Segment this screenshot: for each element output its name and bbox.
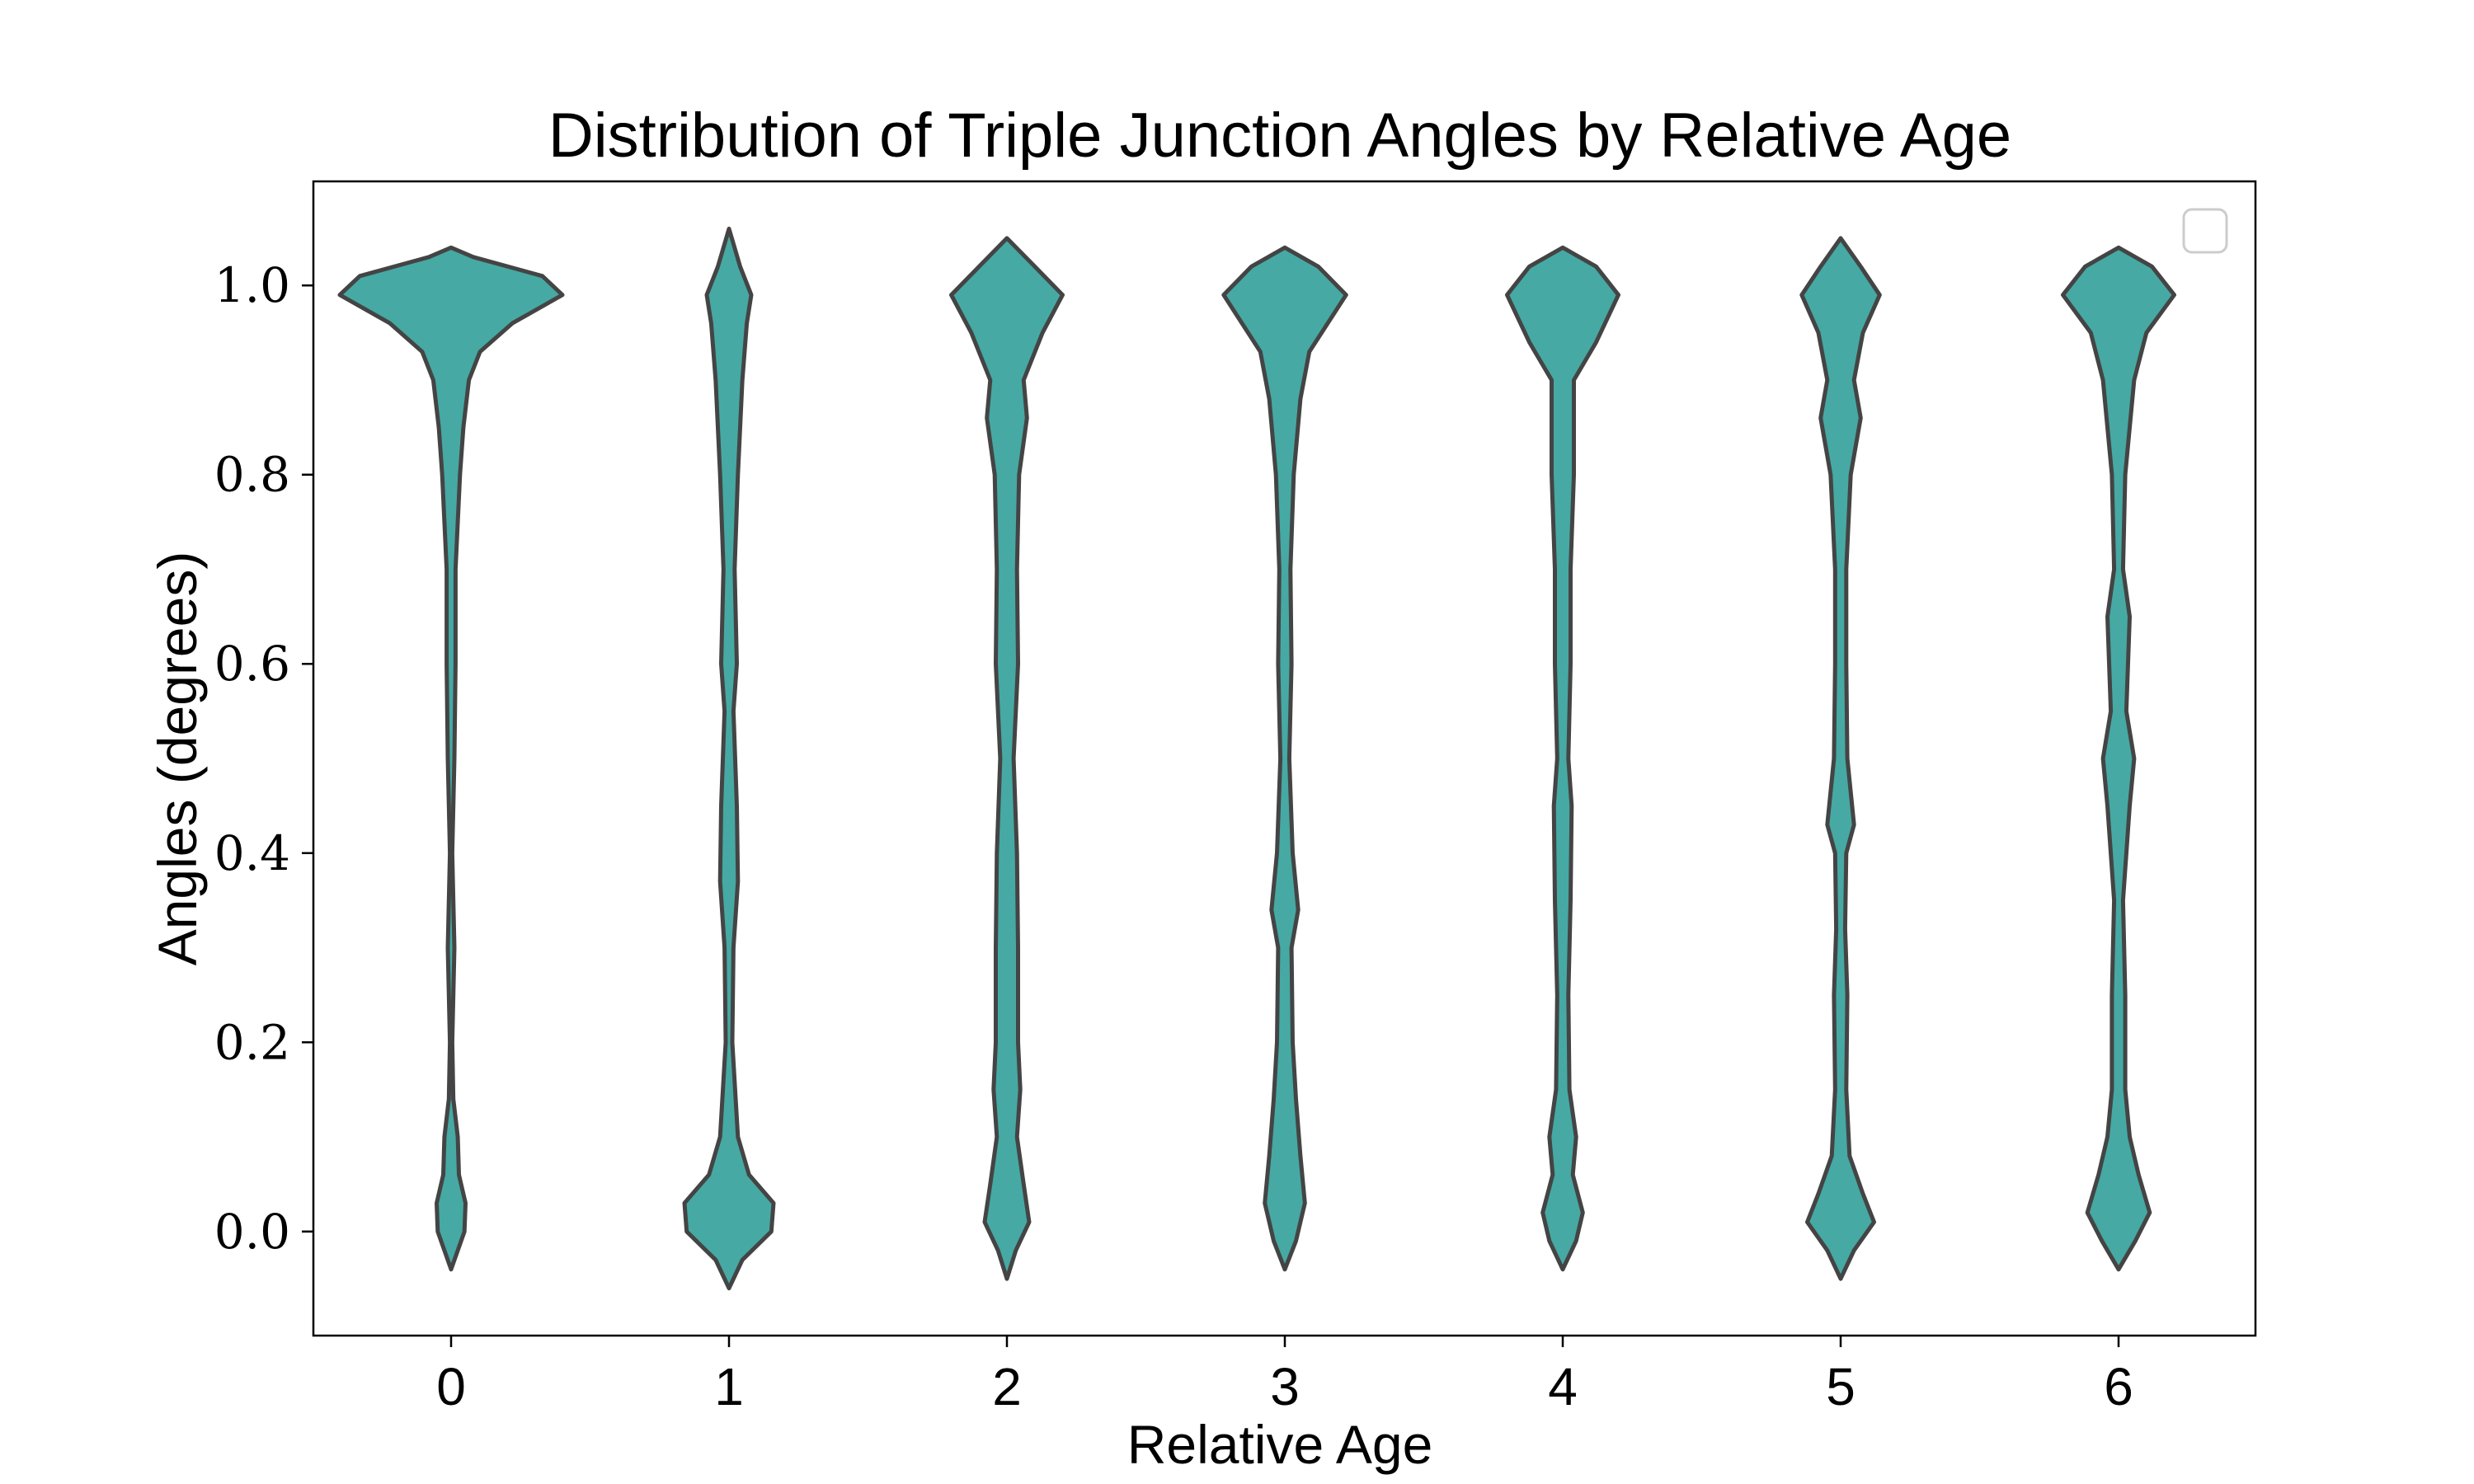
y-tick-label: 0.4 <box>214 825 290 881</box>
x-axis-label: Relative Age <box>1127 1414 1433 1475</box>
y-tick-label: 1.0 <box>214 257 290 313</box>
violin-2 <box>949 236 1065 1281</box>
y-tick-label: 0.8 <box>214 447 290 503</box>
violin-5 <box>1799 236 1882 1281</box>
y-tick-label: 0.6 <box>214 636 290 692</box>
x-tick-label: 3 <box>1270 1357 1300 1416</box>
violin-6 <box>2061 245 2176 1272</box>
x-tick-label: 5 <box>1826 1357 1856 1416</box>
x-tick-label: 2 <box>992 1357 1022 1416</box>
x-tick-label: 1 <box>714 1357 744 1416</box>
y-tick-label: 0.0 <box>214 1204 290 1260</box>
x-tick-label: 4 <box>1548 1357 1578 1416</box>
violin-1 <box>682 226 776 1291</box>
x-axis: 0 1 2 3 4 5 6 <box>436 1336 2133 1416</box>
legend-box <box>2182 208 2228 254</box>
x-tick-label: 0 <box>436 1357 466 1416</box>
chart-title: Distribution of Triple Junction Angles b… <box>548 101 2011 171</box>
y-tick-label: 0.2 <box>214 1014 290 1070</box>
y-axis-label: Angles (degrees) <box>147 552 208 966</box>
x-tick-label: 6 <box>2104 1357 2133 1416</box>
violin-group <box>337 226 2176 1291</box>
violin-0 <box>337 245 565 1272</box>
violin-4 <box>1505 245 1620 1272</box>
y-axis: 0.0 0.2 0.4 0.6 0.8 1.0 <box>214 257 313 1260</box>
violin-3 <box>1221 245 1348 1272</box>
